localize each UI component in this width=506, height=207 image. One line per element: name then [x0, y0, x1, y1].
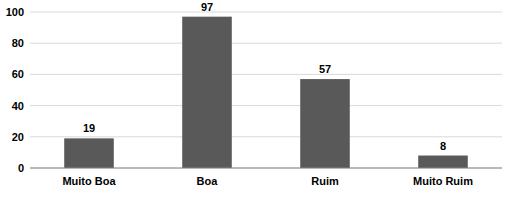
- x-tick-label: Boa: [197, 175, 219, 187]
- chart: 0 20 40 60 80 100 19 97 57 8 Muito Boa Boa Ruim Muito…: [0, 0, 506, 207]
- data-label: 8: [440, 140, 446, 152]
- x-tick-label: Ruim: [311, 175, 339, 187]
- y-tick-label: 0: [18, 162, 24, 174]
- grid-line: [30, 136, 502, 137]
- y-tick-label: 60: [12, 68, 24, 80]
- data-label: 57: [319, 63, 331, 75]
- y-tick-label: 40: [12, 100, 24, 112]
- data-label: 19: [83, 122, 95, 134]
- chart-root: 0 20 40 60 80 100 19 97 57 8 Muito Boa Boa Ruim Muito…: [0, 0, 506, 207]
- y-tick-label: 100: [6, 6, 24, 18]
- bar: [418, 156, 468, 168]
- grid: [30, 12, 502, 168]
- grid-line: [30, 105, 502, 106]
- bar: [300, 79, 350, 168]
- grid-line: [30, 12, 502, 13]
- data-label: 97: [201, 1, 213, 13]
- x-tick-label: Muito Ruim: [413, 175, 473, 187]
- y-tick-label: 20: [12, 131, 24, 143]
- x-tick-label: Muito Boa: [62, 175, 116, 187]
- bars: [64, 17, 468, 168]
- grid-line: [30, 74, 502, 75]
- x-axis: [30, 168, 502, 169]
- bar: [182, 17, 232, 168]
- grid-line: [30, 168, 502, 169]
- grid-line: [30, 43, 502, 44]
- y-tick-label: 80: [12, 37, 24, 49]
- bar: [64, 138, 114, 168]
